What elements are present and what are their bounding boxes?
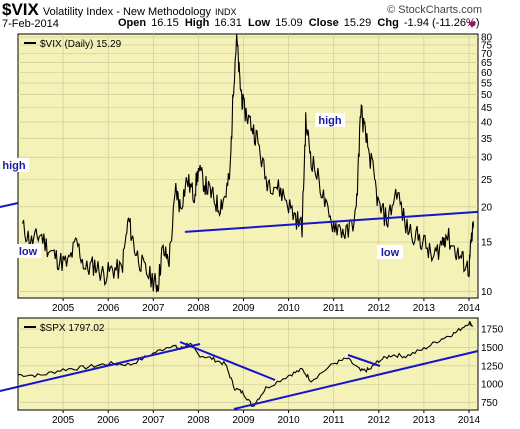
p1-x-tick-label-5: 2010 <box>277 303 300 314</box>
p2-x-tick-label-7: 2012 <box>368 415 391 426</box>
high-label: High <box>184 17 210 29</box>
p1-y-tick-label-4: 30 <box>481 153 493 164</box>
p2-x-tick-label-5: 2010 <box>277 415 300 426</box>
p1-y-tick-label-1: 15 <box>481 238 493 249</box>
p2-x-tick-label-9: 2014 <box>458 415 481 426</box>
p1-x-tick-label-6: 2011 <box>323 303 345 314</box>
p1-x-tick-label-2: 2007 <box>142 303 165 314</box>
p2-y-tick-label-0: 750 <box>481 398 498 409</box>
p1-plot-background <box>17 33 479 299</box>
p2-x-tick-label-4: 2009 <box>232 415 255 426</box>
p1-y-tick-label-10: 60 <box>481 68 493 79</box>
p1-x-tick-label-4: 2009 <box>232 303 255 314</box>
chg-label: Chg <box>377 17 399 29</box>
index-name: Volatility Index - New Methodology <box>42 6 212 18</box>
p1-price-series-line <box>21 33 475 293</box>
exchange: INDX <box>215 7 237 17</box>
p1-y-tick-label-11: 65 <box>481 58 493 69</box>
high-value: 16.31 <box>214 17 242 29</box>
annotation-label-2: high <box>318 115 341 127</box>
p2-y-tick-label-3: 1500 <box>481 343 504 354</box>
p1-x-tick-label-0: 2005 <box>52 303 75 314</box>
open-label: Open <box>118 17 147 29</box>
p1-legend-label: $VIX (Daily) 15.29 <box>40 39 122 50</box>
p1-y-tick-label-7: 45 <box>481 103 493 114</box>
close-label: Close <box>308 17 339 29</box>
down-triangle-icon <box>468 22 476 28</box>
p2-legend-label: $SPX 1797.02 <box>40 323 105 334</box>
spx-trendline-3 <box>347 354 381 367</box>
p1-x-tick-label-3: 2008 <box>187 303 210 314</box>
p2-y-tick-label-4: 1750 <box>481 325 504 336</box>
annotation-label-1: low <box>19 246 38 258</box>
open-value: 16.15 <box>151 17 179 29</box>
p1-y-tick-label-9: 55 <box>481 78 493 89</box>
low-value: 15.09 <box>275 17 303 29</box>
p2-y-tick-label-1: 1000 <box>481 380 504 391</box>
p1-y-tick-label-6: 40 <box>481 117 493 128</box>
p2-price-series-line <box>17 321 474 407</box>
ohlc-summary: Open 16.15 High 16.31 Low 15.09 Close 15… <box>118 17 479 29</box>
p2-x-tick-label-3: 2008 <box>187 415 210 426</box>
close-value: 15.29 <box>343 17 372 29</box>
p1-y-tick-label-13: 75 <box>481 40 493 51</box>
quote-date: 7-Feb-2014 <box>2 18 59 30</box>
p1-y-tick-label-8: 50 <box>481 90 493 101</box>
spx-trendline-0 <box>0 343 201 392</box>
annotation-label-0: high <box>2 160 25 172</box>
p1-x-tick-label-1: 2006 <box>97 303 120 314</box>
brand-credit: © StockCharts.com <box>387 4 482 16</box>
p2-x-tick-label-8: 2013 <box>413 415 436 426</box>
p1-y-tick-label-0: 10 <box>481 287 493 298</box>
symbol: $VIX <box>2 0 39 19</box>
p2-x-tick-label-1: 2006 <box>97 415 120 426</box>
p1-y-tick-label-3: 25 <box>481 175 493 186</box>
vix-trendline <box>184 210 479 233</box>
p2-x-tick-label-6: 2011 <box>323 415 345 426</box>
p1-x-tick-label-8: 2013 <box>413 303 436 314</box>
p2-x-tick-label-0: 2005 <box>52 415 75 426</box>
p1-y-tick-label-12: 70 <box>481 49 493 60</box>
low-label: Low <box>248 17 271 29</box>
annotation-box-3 <box>377 245 403 259</box>
p1-y-tick-label-14: 80 <box>481 33 493 44</box>
vix-trendline-left-stub <box>0 202 19 208</box>
chart-title-row: $VIX Volatility Index - New Methodology IN… <box>2 0 237 20</box>
spx-trendline-2 <box>233 350 479 410</box>
chg-value: -1.94 (-11.26%) <box>403 17 480 29</box>
annotation-box-2 <box>315 113 345 127</box>
p2-plot-background <box>17 317 479 411</box>
annotation-box-1 <box>15 244 41 258</box>
spx-trendline-1 <box>179 341 276 381</box>
p2-y-tick-label-2: 1250 <box>481 361 504 372</box>
p1-y-tick-label-2: 20 <box>481 202 493 213</box>
annotation-label-3: low <box>381 247 400 259</box>
p1-x-tick-label-7: 2012 <box>368 303 391 314</box>
p2-x-tick-label-2: 2007 <box>142 415 165 426</box>
annotation-box-0 <box>0 158 29 172</box>
p1-y-tick-label-5: 35 <box>481 134 493 145</box>
p1-x-tick-label-9: 2014 <box>458 303 481 314</box>
